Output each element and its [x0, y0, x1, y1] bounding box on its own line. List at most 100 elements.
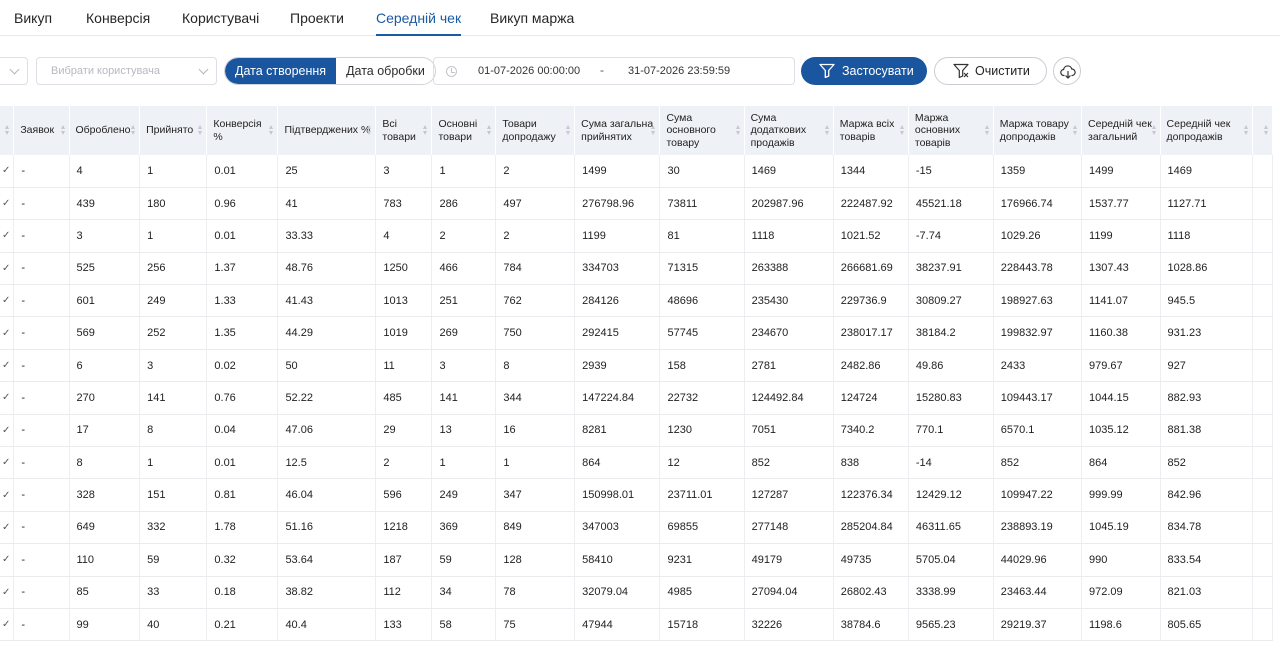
table-cell: 8281 [574, 414, 661, 448]
date-processed-button[interactable]: Дата обробки [346, 64, 425, 78]
column-header[interactable]: Заявок [13, 106, 70, 155]
date-from[interactable]: 01-07-2026 00:00:00 [478, 65, 581, 77]
column-header[interactable] [0, 106, 15, 155]
sort-icon[interactable] [487, 125, 492, 136]
table-row[interactable]: ✓ -8 1 0.01 12.5 2 1 1 864 12 852 838 -14 852 864 852 [0, 446, 1273, 480]
column-header[interactable]: Маржа всіх товарів [833, 106, 909, 155]
row-check-cell: ✓ [0, 381, 15, 415]
table-cell: 347003 [574, 511, 661, 545]
sort-icon[interactable] [367, 125, 372, 136]
table-row[interactable]: ✓ -3 1 0.01 33.33 4 2 2 1199 81 1118 1021.52 -7.74 10… [0, 219, 1273, 253]
table-row[interactable]: ✓ -110 59 0.32 53.64 187 59 128 58410 9231 49179 49… [0, 543, 1273, 577]
sort-icon[interactable] [735, 125, 741, 136]
table-cell: 1019 [375, 316, 433, 350]
table-cell: 347 [495, 478, 576, 512]
table-row[interactable]: ✓ -6 3 0.02 50 11 3 8 2939 158 2781 2482.86 49.86 243… [0, 349, 1273, 383]
sort-icon[interactable] [1073, 125, 1078, 136]
date-range-picker[interactable]: 01-07-2026 00:00:00 - 31-07-2026 23:59:5… [433, 57, 795, 85]
table-cell: 48696 [659, 284, 745, 318]
column-header[interactable] [1252, 106, 1273, 155]
sort-icon[interactable] [198, 125, 203, 136]
column-header[interactable]: Сума додаткових продажів [744, 106, 834, 155]
sort-icon[interactable] [1244, 125, 1249, 136]
tab-serednii-chek[interactable]: Середній чек [376, 10, 462, 36]
row-check-cell: ✓ [0, 543, 15, 577]
table-row[interactable]: ✓ -270 141 0.76 52.22 485 141 344 147224.84 22732… [0, 381, 1273, 415]
table-cell: 1021.52 [833, 219, 909, 253]
table-row[interactable]: ✓ -4 1 0.01 25 3 1 2 1499 30 1469 1344 -15 1359 1499 14… [0, 155, 1273, 188]
chevron-down-icon [9, 64, 20, 75]
table-cell: 51.16 [277, 511, 377, 545]
sort-icon[interactable] [566, 125, 571, 136]
filter-select[interactable] [0, 57, 28, 85]
table-cell: 99 [69, 608, 141, 642]
sort-icon[interactable] [824, 125, 830, 136]
column-header[interactable]: Середній чек загальний [1081, 106, 1161, 155]
table-row[interactable]: ✓ -649 332 1.78 51.16 1218 369 849 347003 69855 27… [0, 511, 1273, 545]
column-header[interactable]: Конверсія % [206, 106, 279, 155]
table-cell: 41 [277, 187, 377, 221]
table-cell: 53.64 [277, 543, 377, 577]
table-cell: 1537.77 [1081, 187, 1161, 221]
table-cell: 8 [69, 446, 141, 480]
sort-icon[interactable] [651, 125, 656, 136]
user-select[interactable]: Вибрати користувача [36, 57, 217, 85]
tab-korystuvachi[interactable]: Користувачі [182, 10, 260, 26]
clear-button[interactable]: Очистити [934, 57, 1047, 85]
sort-icon[interactable] [423, 125, 428, 136]
table-cell: 285204.84 [833, 511, 909, 545]
table-row[interactable]: ✓ -525 256 1.37 48.76 1250 466 784 334703 71315 26… [0, 252, 1273, 286]
table-cell: 334703 [574, 252, 661, 286]
table-cell: 1 [139, 446, 208, 480]
table-cell: 1160.38 [1081, 316, 1161, 350]
column-header[interactable]: Основні товари [431, 106, 497, 155]
sort-icon[interactable] [5, 125, 10, 136]
sort-icon[interactable] [1264, 125, 1269, 136]
table-cell: 128 [495, 543, 576, 577]
date-created-button[interactable]: Дата створення [225, 58, 337, 84]
table-cell: 2 [375, 446, 433, 480]
table-cell: 369 [431, 511, 497, 545]
table-cell: 0.81 [206, 478, 279, 512]
table-row[interactable]: ✓ -85 33 0.18 38.82 112 34 78 32079.04 4985 27094.… [0, 576, 1273, 609]
tab-konversiia[interactable]: Конверсія [86, 10, 151, 26]
table-row[interactable]: ✓ -439 180 0.96 41 783 286 497 276798.96 73811 202… [0, 187, 1273, 221]
column-header[interactable]: Маржа товару допродажів [993, 106, 1083, 155]
tab-proekty[interactable]: Проекти [290, 10, 344, 26]
filter-clear-icon [953, 63, 970, 82]
table-cell: 12 [659, 446, 745, 480]
table-row[interactable]: ✓ -569 252 1.35 44.29 1019 269 750 292415 57745 23… [0, 316, 1273, 350]
table-cell: - [13, 543, 70, 577]
table-cell: 0.04 [206, 414, 279, 448]
table-row[interactable]: ✓ -99 40 0.21 40.4 133 58 75 47944 15718 32226 3878… [0, 608, 1273, 642]
column-header[interactable]: Товари допродажу [495, 106, 576, 155]
tab-vykup-marzha[interactable]: Викуп маржа [490, 10, 575, 26]
table-row[interactable]: ✓ -17 8 0.04 47.06 29 13 16 8281 1230 7051 7340.2 77… [0, 414, 1273, 448]
sort-icon[interactable] [60, 125, 66, 136]
table-cell [1252, 511, 1273, 545]
tab-vykup[interactable]: Викуп [14, 10, 53, 26]
table-cell: 59 [139, 543, 208, 577]
table-cell: 1013 [375, 284, 433, 318]
column-header[interactable]: Підтверджених % [277, 106, 377, 155]
table-row[interactable]: ✓ -328 151 0.81 46.04 596 249 347 150998.01 23711… [0, 478, 1273, 512]
table-row[interactable]: ✓ -601 249 1.33 41.43 1013 251 762 284126 48696 23… [0, 284, 1273, 318]
table-cell: 1141.07 [1081, 284, 1161, 318]
column-header[interactable]: Всі товари [375, 106, 433, 155]
sort-icon[interactable] [984, 125, 990, 136]
column-header[interactable]: Середній чек допродажів [1160, 106, 1254, 155]
column-header[interactable]: Сума основного товару [659, 106, 745, 155]
sort-icon[interactable] [269, 125, 274, 136]
column-header[interactable]: Оброблено [69, 106, 141, 155]
download-button[interactable] [1053, 57, 1081, 85]
table-cell: - [13, 478, 70, 512]
apply-button[interactable]: Застосувати [801, 57, 927, 85]
date-to[interactable]: 31-07-2026 23:59:59 [628, 65, 731, 77]
column-header[interactable]: Маржа основних товарів [908, 106, 994, 155]
sort-icon[interactable] [899, 125, 905, 136]
column-header[interactable]: Сума загальна прийнятих [574, 106, 661, 155]
table-cell: 332 [139, 511, 208, 545]
sort-icon[interactable] [1151, 125, 1157, 136]
column-header[interactable]: Прийнято [139, 106, 208, 155]
sort-icon[interactable] [131, 125, 136, 136]
